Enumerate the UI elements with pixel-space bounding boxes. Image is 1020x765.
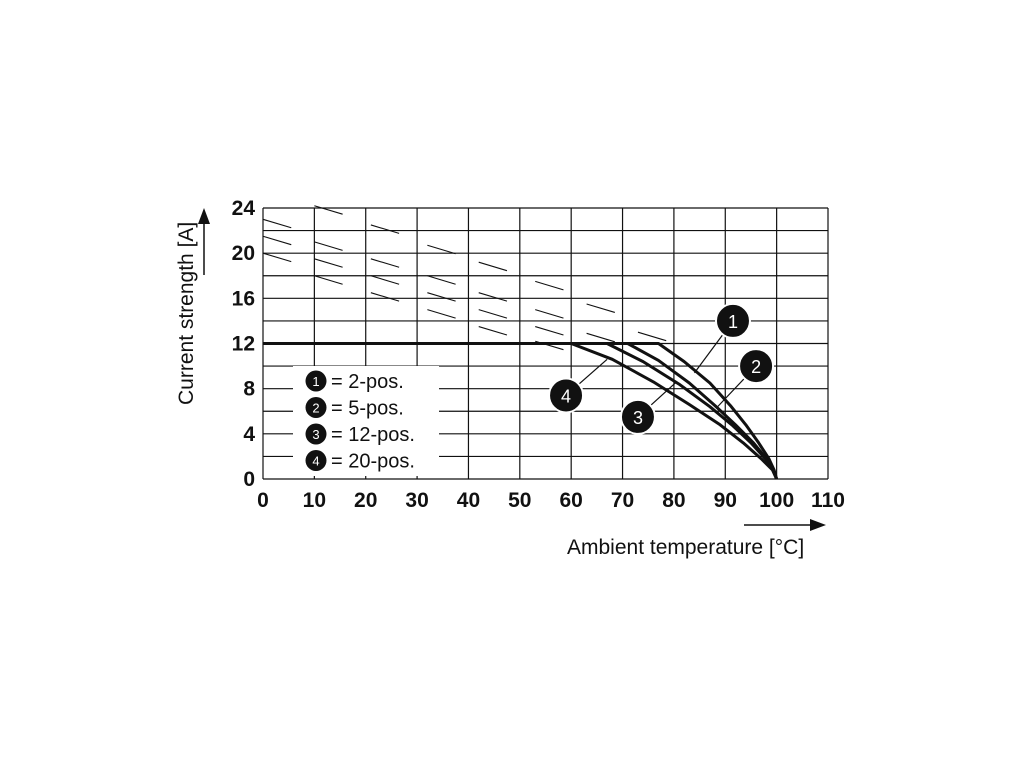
legend-badge-3 (305, 423, 327, 445)
y-tick-label: 0 (243, 468, 255, 491)
x-axis-label: Ambient temperature [°C] (567, 536, 804, 559)
hatch-stroke (370, 292, 400, 302)
hatch-stroke (314, 205, 343, 215)
x-tick-label: 10 (303, 489, 326, 512)
y-axis-arrow-head (198, 208, 210, 224)
legend-badge-2 (305, 397, 327, 418)
hatch-stroke (370, 224, 400, 234)
x-tick-label: 110 (811, 489, 845, 512)
hatch-stroke (478, 326, 508, 336)
series-line-3 (263, 342, 778, 480)
y-tick-label: 4 (243, 423, 255, 446)
hatch-stroke (370, 258, 400, 268)
hatch-stroke (478, 309, 508, 319)
hatch-stroke (427, 244, 456, 255)
legend-entry: = 5-pos. (331, 398, 404, 420)
hatch-stroke (478, 292, 508, 302)
hatch-stroke (586, 332, 615, 343)
callout-number: 3 (633, 408, 643, 428)
y-tick-label: 20 (232, 242, 255, 265)
x-tick-label: 40 (457, 489, 480, 512)
y-tick-label: 12 (232, 333, 255, 356)
x-tick-label: 50 (508, 489, 531, 512)
y-tick-label: 24 (232, 197, 256, 220)
hatch-stroke (262, 235, 292, 246)
hatch-stroke (370, 275, 400, 285)
hatch-stroke (314, 241, 343, 251)
hatch-stroke (535, 280, 564, 291)
y-tick-label: 16 (232, 287, 255, 310)
legend-badge-1 (305, 370, 327, 392)
legend-badge-number: 4 (312, 454, 319, 469)
y-tick-label: 8 (243, 378, 255, 401)
callout-badge-4 (548, 377, 585, 414)
hatch-stroke (314, 275, 343, 285)
hatch-stroke (427, 292, 456, 302)
hatch-stroke (314, 258, 343, 268)
callout-badge-3 (619, 398, 656, 435)
x-tick-label: 20 (354, 489, 377, 512)
legend-badge-number: 3 (312, 427, 319, 442)
callouts: 1 2 3 4 (548, 302, 775, 435)
legend-badge-4 (305, 450, 327, 471)
legend-entry: = 2-pos. (331, 371, 404, 393)
legend: 1 = 2-pos. 2 = 5-pos. 3 = 12-pos. 4 = 20-pos. (293, 366, 439, 476)
grid (262, 207, 829, 480)
hatch-stroke (427, 275, 456, 285)
callout-badge-2 (738, 348, 775, 385)
y-axis-label: Current strength [A] (175, 222, 198, 405)
hatch-stroke (586, 303, 615, 313)
callout-number: 4 (561, 386, 571, 406)
x-tick-label: 60 (560, 489, 583, 512)
callout-badge-1 (714, 302, 751, 339)
hatch-stroke (535, 326, 564, 336)
x-tick-label: 70 (611, 489, 634, 512)
x-tick-label: 80 (662, 489, 685, 512)
x-axis-arrow-head (810, 519, 826, 531)
hatch-stroke (637, 331, 667, 342)
x-tick-label: 0 (257, 489, 269, 512)
legend-entry: = 12-pos. (331, 424, 415, 446)
legend-badge-number: 2 (312, 401, 319, 416)
hatch-stroke (478, 261, 508, 272)
hatch-stroke (262, 218, 292, 229)
x-tick-label: 90 (714, 489, 737, 512)
series-line-4 (263, 342, 778, 480)
callout-number: 2 (751, 357, 761, 377)
series-lines (263, 342, 779, 480)
x-tick-label: 100 (759, 489, 794, 512)
legend-badge-number: 1 (312, 374, 319, 389)
hatch-stroke (427, 309, 456, 319)
callout-number: 1 (728, 312, 738, 332)
x-tick-label: 30 (405, 489, 428, 512)
hatch-stroke (535, 309, 564, 319)
legend-entry: = 20-pos. (331, 451, 415, 473)
hatch-strokes (262, 205, 667, 351)
hatch-stroke (262, 252, 292, 263)
